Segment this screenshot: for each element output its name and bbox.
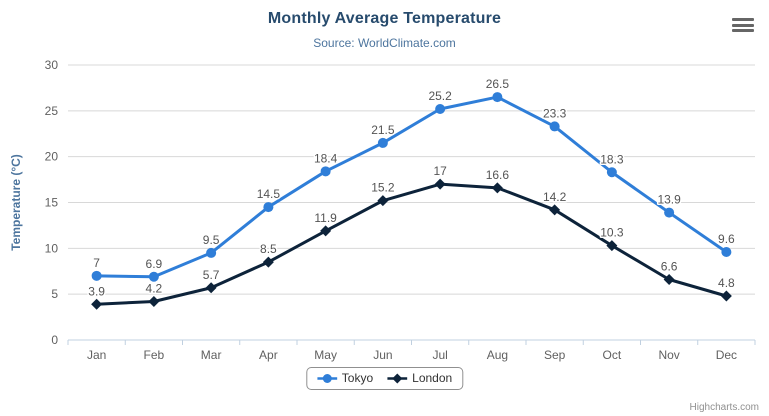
data-label: 10.3 bbox=[600, 226, 624, 240]
data-label: 9.6 bbox=[718, 232, 735, 246]
data-point-london[interactable] bbox=[377, 195, 389, 207]
data-point-london[interactable] bbox=[91, 298, 103, 310]
data-point-tokyo[interactable] bbox=[206, 247, 217, 258]
y-axis-label: 30 bbox=[45, 58, 59, 72]
hamburger-icon bbox=[732, 18, 754, 21]
x-axis-label: Oct bbox=[603, 348, 622, 362]
x-axis-label: Jun bbox=[373, 348, 392, 362]
data-label: 5.7 bbox=[203, 268, 220, 282]
data-label: 14.5 bbox=[257, 187, 281, 201]
data-label: 18.4 bbox=[314, 151, 338, 165]
circle-marker-icon bbox=[316, 372, 337, 385]
data-point-london[interactable] bbox=[549, 204, 561, 216]
data-label: 7 bbox=[93, 256, 100, 270]
data-label: 15.2 bbox=[371, 181, 395, 195]
y-axis-label: 5 bbox=[51, 287, 58, 301]
y-axis-label: 10 bbox=[45, 241, 59, 255]
export-menu-button[interactable] bbox=[732, 18, 754, 32]
x-axis-label: Feb bbox=[144, 348, 165, 362]
data-label: 16.6 bbox=[486, 168, 510, 182]
y-axis-title: Temperature (°C) bbox=[9, 154, 23, 251]
data-point-london[interactable] bbox=[320, 225, 332, 237]
data-point-tokyo[interactable] bbox=[435, 104, 446, 114]
data-label: 3.9 bbox=[88, 284, 105, 298]
x-axis-label: Mar bbox=[201, 348, 222, 362]
x-axis-label: May bbox=[314, 348, 337, 362]
data-point-tokyo[interactable] bbox=[492, 92, 503, 103]
data-point-london[interactable] bbox=[205, 282, 217, 294]
data-point-tokyo[interactable] bbox=[91, 270, 102, 281]
data-label: 23.3 bbox=[543, 106, 567, 120]
data-point-tokyo[interactable] bbox=[377, 137, 388, 148]
x-axis-label: Apr bbox=[259, 348, 278, 362]
data-label: 11.9 bbox=[314, 211, 337, 225]
data-point-tokyo[interactable] bbox=[263, 202, 274, 213]
data-point-tokyo[interactable] bbox=[148, 271, 159, 282]
data-label: 25.2 bbox=[428, 89, 452, 103]
data-label: 8.5 bbox=[260, 242, 277, 256]
x-axis-label: Sep bbox=[544, 348, 566, 362]
series-line-london[interactable] bbox=[95, 182, 728, 306]
data-point-tokyo[interactable] bbox=[606, 167, 617, 178]
x-axis-label: Nov bbox=[658, 348, 679, 362]
y-axis-label: 0 bbox=[51, 333, 58, 347]
data-point-london[interactable] bbox=[720, 290, 732, 302]
data-label: 4.8 bbox=[718, 276, 735, 290]
data-point-london[interactable] bbox=[491, 182, 503, 194]
data-label: 17 bbox=[433, 164, 447, 178]
data-point-tokyo[interactable] bbox=[664, 207, 675, 218]
data-label: 21.5 bbox=[371, 123, 395, 137]
data-point-london[interactable] bbox=[148, 296, 160, 307]
x-axis-label: Jan bbox=[87, 348, 106, 362]
data-label: 6.9 bbox=[146, 257, 163, 271]
y-axis-label: 25 bbox=[45, 104, 59, 118]
chart-title: Monthly Average Temperature bbox=[267, 10, 502, 27]
y-axis-label: 20 bbox=[45, 150, 59, 164]
x-axis-label: Jul bbox=[432, 348, 447, 362]
data-point-london[interactable] bbox=[663, 274, 675, 285]
data-point-london[interactable] bbox=[262, 256, 274, 268]
legend-item-london[interactable]: London bbox=[387, 371, 452, 385]
diamond-marker-glyph bbox=[387, 373, 408, 383]
series-line-tokyo[interactable] bbox=[95, 95, 728, 279]
legend-item-tokyo[interactable]: Tokyo bbox=[316, 371, 374, 385]
legend-label-tokyo: Tokyo bbox=[341, 371, 374, 385]
data-label: 4.2 bbox=[146, 282, 163, 296]
data-label: 26.5 bbox=[486, 77, 510, 91]
x-axis-label: Aug bbox=[487, 348, 508, 362]
data-point-london[interactable] bbox=[434, 178, 446, 190]
data-point-tokyo[interactable] bbox=[721, 247, 732, 257]
diamond-marker-icon bbox=[387, 372, 408, 385]
data-point-tokyo[interactable] bbox=[549, 121, 560, 132]
data-label: 18.3 bbox=[600, 152, 624, 166]
hamburger-icon bbox=[732, 29, 754, 32]
data-label: 13.9 bbox=[657, 193, 681, 207]
data-point-tokyo[interactable] bbox=[320, 166, 331, 177]
legend-label-london: London bbox=[412, 371, 453, 385]
x-axis-label: Dec bbox=[716, 348, 737, 362]
y-axis-label: 15 bbox=[45, 196, 59, 210]
circle-marker-glyph bbox=[316, 373, 337, 383]
hamburger-icon bbox=[732, 23, 754, 27]
data-label: 9.5 bbox=[203, 233, 220, 247]
chart-subtitle: Source: WorldClimate.com bbox=[313, 36, 456, 50]
data-point-london[interactable] bbox=[606, 240, 618, 252]
data-label: 6.6 bbox=[661, 260, 678, 274]
data-label: 14.2 bbox=[543, 190, 567, 204]
credits-link[interactable]: Highcharts.com bbox=[689, 402, 759, 413]
legend: Tokyo London bbox=[305, 367, 464, 390]
